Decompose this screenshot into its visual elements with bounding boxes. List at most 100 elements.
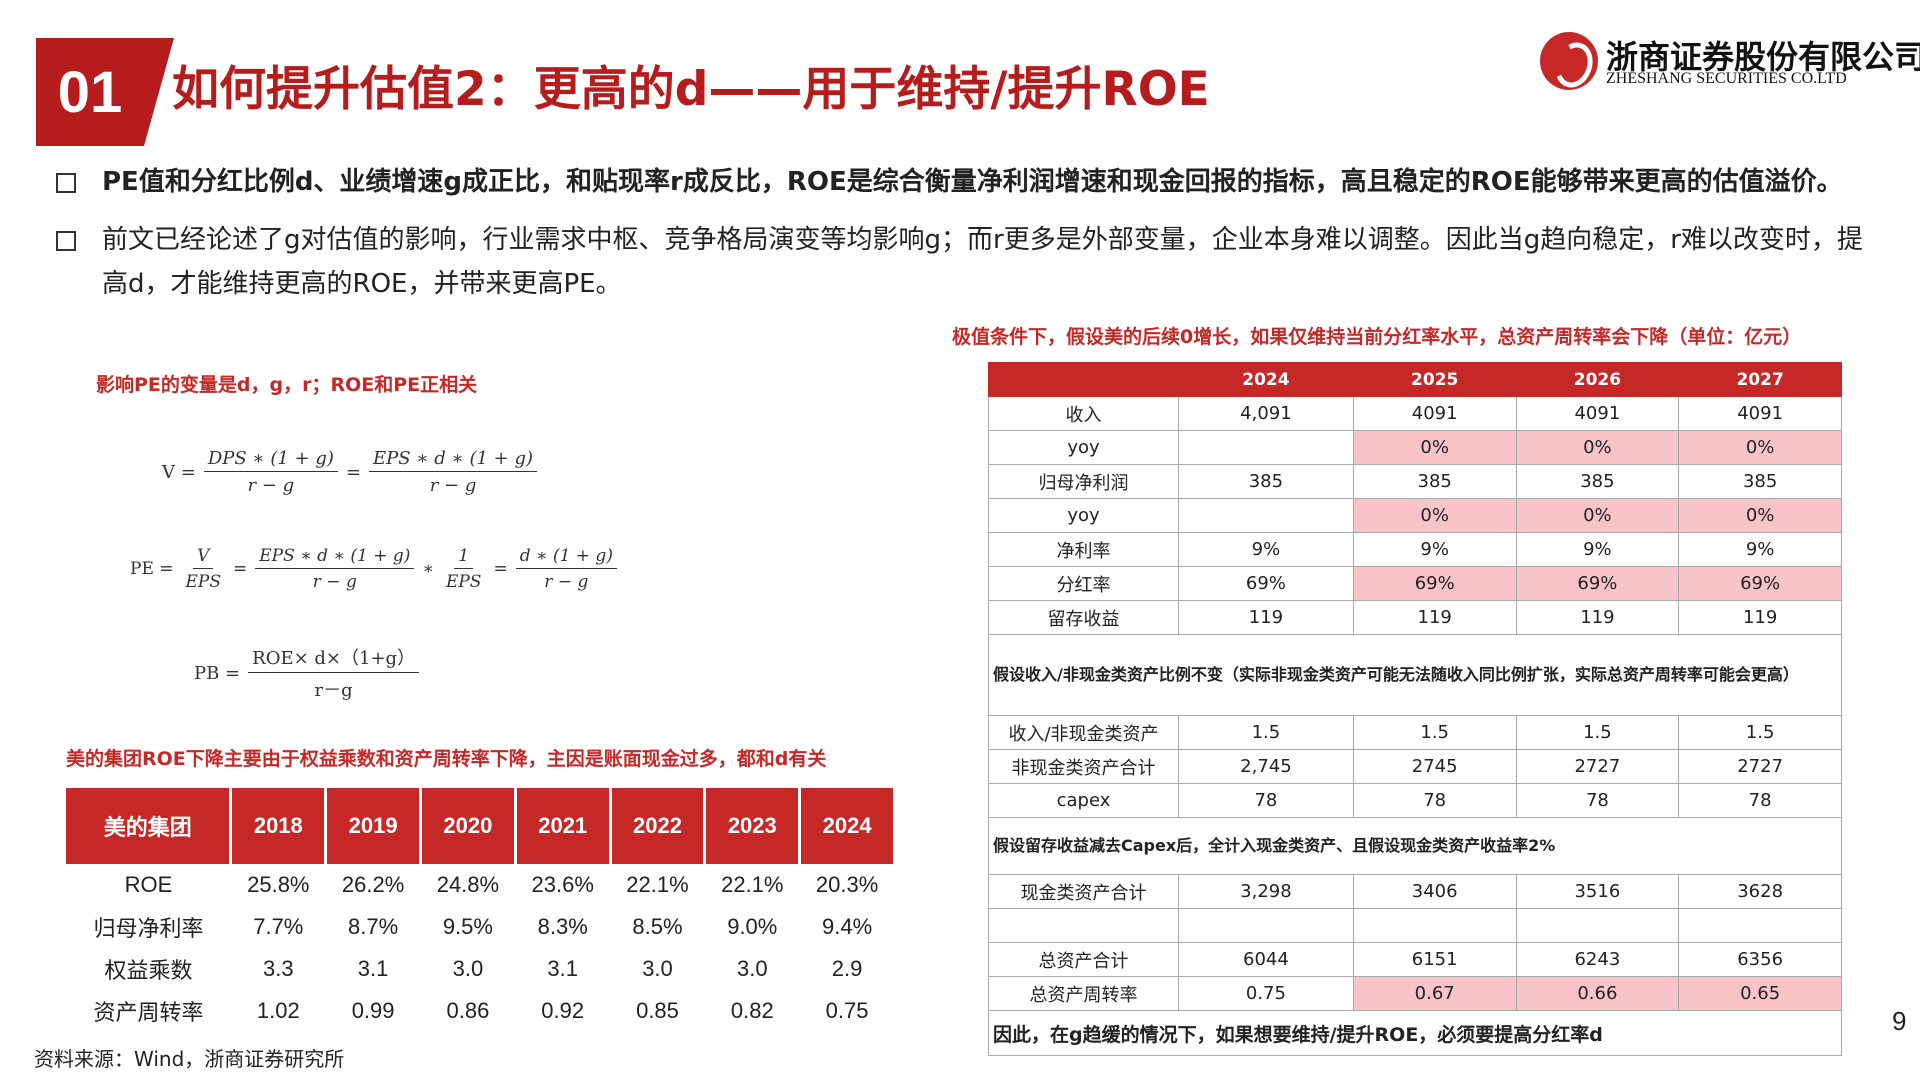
table-row: yoy 0% 0% 0% [988,498,1842,533]
table-cell: 1.02 [256,998,300,1023]
formula-pe: PE = V EPS = EPS ∗ d ∗ (1 + g) r − g ∗ 1… [126,546,621,592]
row-label: yoy [988,430,1179,465]
row-label: 收入 [988,396,1179,431]
numerator: DPS ∗ (1 + g) [203,448,338,472]
table-cell: 2,745 [1178,749,1354,784]
table-cell: 9% [1352,532,1517,567]
table-cell: 9.5% [442,914,493,939]
table-cell: 6243 [1515,942,1680,977]
highlighted-cell: 0% [1352,430,1517,465]
table-cell [1515,908,1680,943]
highlighted-cell: 0.66 [1515,976,1680,1011]
column-header: 2027 [1678,362,1842,397]
column-header: 2023 [704,788,802,864]
fraction: d ∗ (1 + g) r − g [515,546,617,592]
source-note: 资料来源：Wind，浙商证券研究所 [34,1047,345,1071]
table-cell: 385 [1178,464,1354,499]
denominator: r − g [247,475,295,496]
table-cell: 69% [1178,566,1354,601]
table-header-row: 美的集团 2018 2019 2020 2021 2022 2023 2024 [66,788,896,864]
table-cell: 3406 [1352,874,1517,909]
numerator: EPS ∗ d ∗ (1 + g) [369,448,538,472]
denominator: r − g [429,475,477,496]
table-cell: 119 [1678,600,1842,635]
numerator: EPS ∗ d ∗ (1 + g) [255,546,415,569]
midea-table-caption: 美的集团ROE下降主要由于权益乘数和资产周转率下降，主因是账面现金过多，都和d有… [66,748,827,770]
conclusion-text: 因此，在g趋缓的情况下，如果想要维持/提升ROE，必须要提高分红率d [988,1010,1842,1056]
row-label: 净利率 [988,532,1179,567]
table-cell: 9% [1178,532,1354,567]
company-logo: 浙商证券股份有限公司 ZHESHANG SECURITIES CO.LTD [1540,32,1920,90]
table-cell: 385 [1352,464,1517,499]
table-row: 现金类资产合计 3,298 3406 3516 3628 [988,874,1842,909]
equals-sign: = [233,559,248,579]
table-row: 留存收益 119 119 119 119 [988,600,1842,635]
table-cell: 22.1% [626,872,689,897]
table-cell: 2727 [1515,749,1680,784]
row-label: 总资产周转率 [988,976,1179,1011]
row-label: 归母净利率 [93,916,204,941]
table-cell: 25.8% [247,872,310,897]
highlighted-cell: 0.67 [1352,976,1517,1011]
fraction: DPS ∗ (1 + g) r − g [203,448,338,496]
table-row: 分红率 69% 69% 69% 69% [988,566,1842,601]
table-row: 净利率 9% 9% 9% 9% [988,532,1842,567]
table-cell: 1.5 [1515,715,1680,750]
page-title: 如何提升估值2：更高的d——用于维持/提升ROE [172,62,1210,117]
table-cell: 78 [1678,783,1842,818]
table-cell: 6151 [1352,942,1517,977]
row-label: 非现金类资产合计 [988,749,1179,784]
table-cell: 385 [1678,464,1842,499]
column-header: 2024 [1178,362,1354,397]
denominator: EPS [445,572,482,592]
bullet-item: PE值和分红比例d、业绩增速g成正比，和贴现率r成反比，ROE是综合衡量净利润增… [56,160,1886,204]
table-cell: 6044 [1178,942,1354,977]
table-cell: 0.75 [825,998,869,1023]
table-row [988,908,1842,943]
highlighted-cell: 0.65 [1678,976,1842,1011]
table-cell: 78 [1352,783,1517,818]
table-cell [1352,908,1517,943]
denominator: r－g [314,680,353,701]
table-cell: 8.7% [348,914,399,939]
column-header: 美的集团 [66,788,233,864]
table-cell: 23.6% [531,872,594,897]
numerator: ROE× d×（1+g） [248,644,420,673]
table-row: 假设收入/非现金类资产比例不变（实际非现金类资产可能无法随收入同比例扩张，实际总… [988,634,1842,716]
table-row: yoy 0% 0% 0% [988,430,1842,465]
column-header: 2026 [1515,362,1680,397]
equals-sign: = [493,559,508,579]
fraction: EPS ∗ d ∗ (1 + g) r − g [369,448,538,496]
highlighted-cell: 69% [1352,566,1517,601]
table-cell: 24.8% [436,872,500,897]
table-cell: 4091 [1678,396,1842,431]
row-label: 留存收益 [988,600,1179,635]
table-cell: 3628 [1678,874,1842,909]
logo-en-name: ZHESHANG SECURITIES CO.LTD [1606,70,1847,87]
row-label: ROE [124,872,173,897]
table-cell: 0.85 [636,998,679,1023]
table-row: ROE 25.8% 26.2% 24.8% 23.6% 22.1% 22.1% … [66,864,895,906]
formula-label: PB = [194,662,241,684]
table-row: 总资产合计 6044 6151 6243 6356 [988,942,1842,977]
row-label: capex [988,783,1179,818]
highlighted-cell: 0% [1678,430,1842,465]
table-cell: 2745 [1352,749,1517,784]
denominator: EPS [185,572,222,592]
table-cell: 1.5 [1352,715,1517,750]
table-cell: 0.75 [1178,976,1354,1011]
column-header: 2025 [1352,362,1517,397]
table-cell: 0.82 [730,998,774,1023]
table-cell: 3.0 [452,956,484,981]
table-cell: 9% [1678,532,1842,567]
times-sign: ∗ [422,559,434,579]
table-cell: 4,091 [1178,396,1354,431]
bullet-text: PE值和分红比例d、业绩增速g成正比，和贴现率r成反比，ROE是综合衡量净利润增… [102,167,1843,197]
formula-label: V = [162,461,196,483]
table-cell: 2.9 [831,956,863,981]
table-row: 资产周转率 1.02 0.99 0.86 0.92 0.85 0.82 0.75 [66,990,895,1032]
table-cell: 9.0% [727,914,778,939]
highlighted-cell: 0% [1515,498,1680,533]
table-cell [1178,430,1354,465]
bullet-item: 前文已经论述了g对估值的影响，行业需求中枢、竞争格局演变等均影响g；而r更多是外… [56,218,1886,306]
